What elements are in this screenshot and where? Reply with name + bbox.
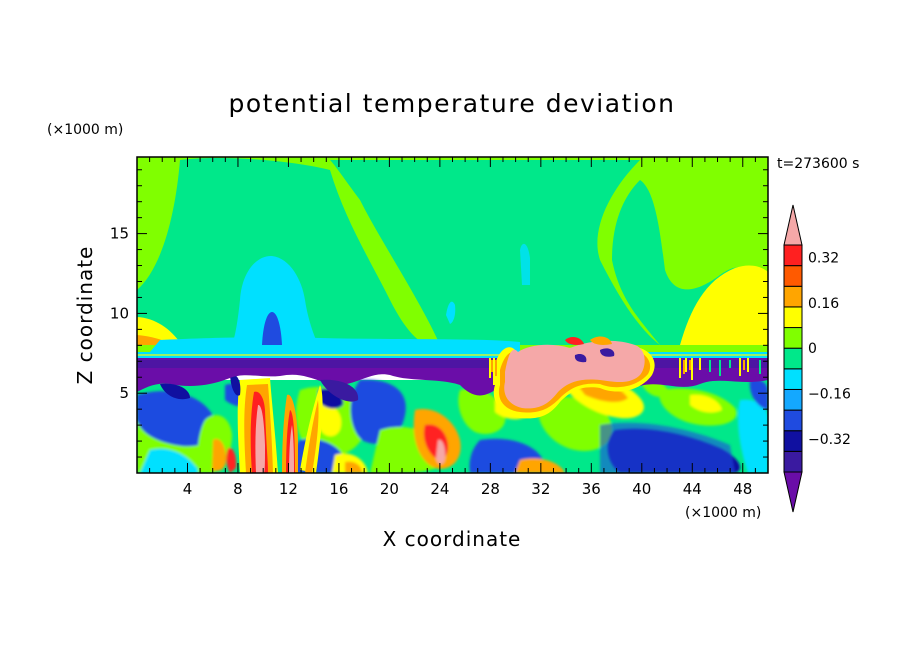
x-tick-label: 44 — [683, 480, 702, 498]
y-tick-label: 5 — [119, 384, 129, 402]
colorbar-box — [783, 409, 803, 432]
x-tick-label: 36 — [582, 480, 601, 498]
x-tick-label: 28 — [481, 480, 500, 498]
y-axis-label: Z coordinate — [73, 246, 97, 385]
inversion-turbulence — [489, 358, 761, 385]
colorbar-label: 0 — [808, 341, 817, 357]
x-axis: 4 8 12 16 20 24 28 32 36 40 44 48 — [149, 157, 756, 498]
region-warm-plume — [493, 336, 655, 419]
chart-title: potential temperature deviation — [229, 89, 676, 118]
x-tick-label: 12 — [279, 480, 298, 498]
x-tick-label: 32 — [531, 480, 550, 498]
y-unit-label: (×1000 m) — [47, 122, 123, 138]
region-mid-green-center — [330, 160, 660, 345]
colorbar-box — [783, 450, 803, 473]
x-axis-label: X coordinate — [383, 527, 522, 551]
colorbar-label: 0.16 — [808, 296, 839, 312]
plot-area — [137, 157, 768, 473]
x-tick-label: 4 — [183, 480, 193, 498]
x-tick-label: 8 — [233, 480, 243, 498]
colorbar-box — [783, 347, 803, 370]
colorbar-box — [783, 430, 803, 452]
colorbar-box — [783, 306, 803, 329]
x-tick-label: 24 — [430, 480, 449, 498]
x-tick-label: 20 — [380, 480, 399, 498]
colorbar-extend-low — [783, 471, 803, 513]
colorbar-label: 0.32 — [808, 250, 839, 266]
colorbar: 0.32 0.16 0 −0.16 −0.32 — [783, 204, 851, 513]
x-tick-label: 48 — [733, 480, 752, 498]
x-tick-label: 40 — [632, 480, 651, 498]
colorbar-box — [783, 244, 803, 267]
colorbar-label: −0.32 — [808, 432, 851, 448]
colorbar-box — [783, 368, 803, 390]
colorbar-extend-high — [783, 204, 803, 246]
colorbar-box — [783, 388, 803, 411]
region-mid-green-left — [137, 158, 430, 345]
y-tick-label: 15 — [110, 225, 129, 243]
x-unit-label: (×1000 m) — [685, 505, 761, 521]
colorbar-label: −0.16 — [808, 387, 851, 403]
colorbar-box — [783, 327, 803, 349]
region-cyan-column — [230, 255, 322, 352]
region-warm-column — [230, 374, 323, 473]
x-tick-label: 16 — [329, 480, 348, 498]
y-axis: 5 10 15 — [110, 169, 768, 458]
time-label: t=273600 s — [777, 156, 859, 172]
colorbar-box — [783, 265, 803, 287]
region-right-yellow-dome — [680, 265, 768, 345]
y-tick-label: 10 — [110, 304, 129, 322]
colorbar-box — [783, 285, 803, 308]
